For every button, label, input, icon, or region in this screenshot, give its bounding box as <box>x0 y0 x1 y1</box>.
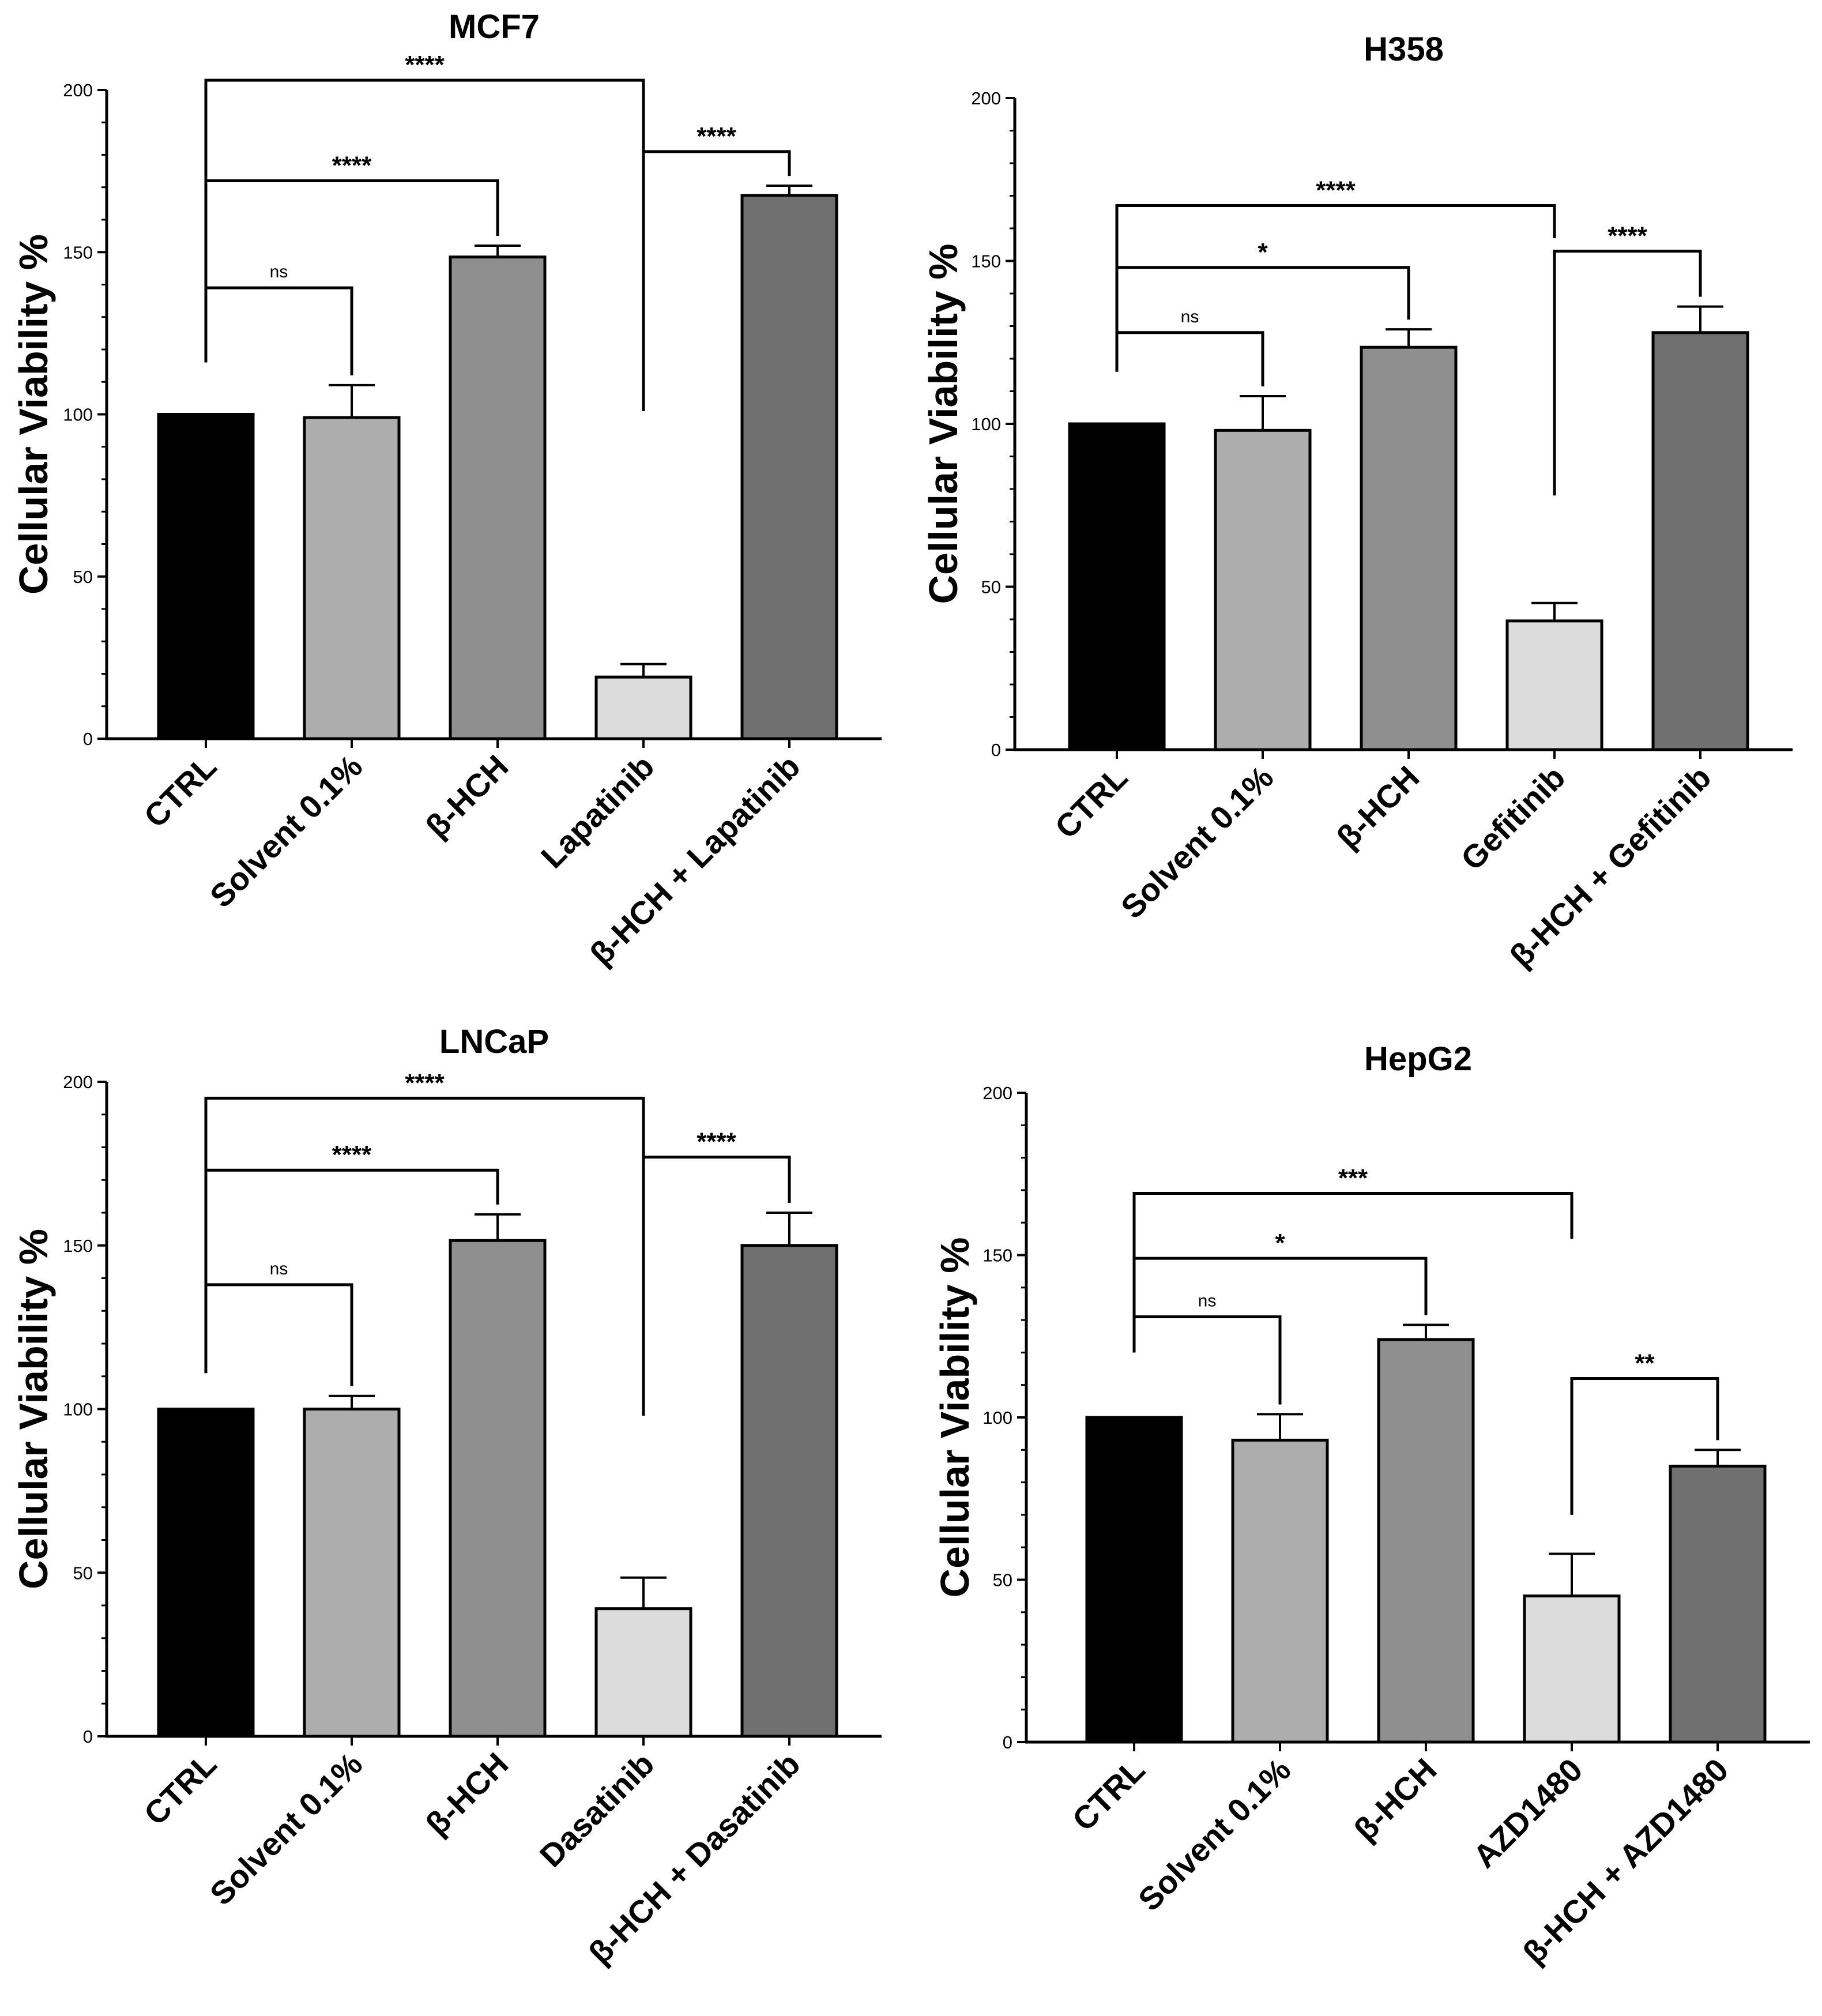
x-tick-label: CTRL <box>137 748 223 834</box>
bar <box>1231 1438 1329 1744</box>
chart-panel-hepg2: HepG2 Cellular Viability % 0 50 100 150 200 CTR… <box>932 1040 1810 1971</box>
significance-label: ns <box>270 1259 288 1278</box>
y-tick-label: 50 <box>73 1563 93 1583</box>
x-tick-label: β-HCH <box>1347 1751 1444 1848</box>
x-tick-label: Solvent 0.1% <box>203 1746 370 1912</box>
bar <box>1214 428 1312 751</box>
bar <box>303 1408 401 1738</box>
y-tick-label: 150 <box>63 1236 93 1256</box>
significance-label: **** <box>332 152 372 180</box>
significance-label: **** <box>405 1069 445 1097</box>
chart-panel-h358: H358 Cellular Viability % 0 50 100 150 200 CTRL… <box>921 31 1793 974</box>
y-tick-label: 200 <box>63 80 93 100</box>
significance-label: **** <box>1608 222 1647 250</box>
chart-title: MCF7 <box>449 8 540 46</box>
bar <box>157 1408 255 1738</box>
bar <box>740 1244 838 1738</box>
x-tick-label: Solvent 0.1% <box>1114 759 1281 926</box>
bar <box>1085 1416 1183 1744</box>
y-axis-label: Cellular Viability % <box>11 1229 56 1589</box>
significance-label: **** <box>697 122 736 151</box>
bar <box>303 416 401 740</box>
x-tick-label: CTRL <box>1065 1751 1151 1838</box>
bar <box>1523 1594 1621 1744</box>
y-tick-label: 200 <box>63 1072 93 1092</box>
y-axis-label: Cellular Viability % <box>11 234 56 595</box>
significance-label: **** <box>697 1128 736 1156</box>
x-tick-label: Gefitinib <box>1454 759 1572 877</box>
x-tick-label: β-HCH <box>1330 759 1426 856</box>
bar <box>1651 331 1749 751</box>
chart-panel-mcf7: MCF7 Cellular Viability % 0 50 100 150 200 CTRL… <box>11 8 882 972</box>
y-tick-label: 0 <box>1003 1732 1012 1752</box>
y-tick-label: 0 <box>83 729 93 749</box>
significance-label: ** <box>1635 1349 1655 1377</box>
x-tick-label: β-HCH <box>419 748 515 845</box>
significance-bracket <box>204 286 353 375</box>
x-tick-label: AZD1480 <box>1466 1751 1589 1875</box>
bar <box>594 675 692 740</box>
significance-bracket <box>204 1283 353 1386</box>
significance-label: * <box>1275 1229 1285 1257</box>
significance-bracket <box>1132 1315 1282 1405</box>
significance-bracket <box>1553 250 1702 496</box>
y-tick-label: 100 <box>63 405 93 425</box>
y-tick-label: 50 <box>981 577 1001 597</box>
bar <box>449 255 547 740</box>
significance-label: * <box>1258 238 1268 266</box>
x-tick-label: β-HCH <box>419 1746 515 1842</box>
x-tick-label: CTRL <box>1048 759 1134 845</box>
significance-bracket <box>642 150 791 411</box>
chart-title: HepG2 <box>1364 1040 1472 1078</box>
significance-bracket <box>1115 331 1264 387</box>
y-tick-label: 150 <box>971 251 1001 272</box>
y-tick-label: 50 <box>73 567 93 587</box>
significance-label: **** <box>1316 176 1356 204</box>
bar <box>1377 1338 1475 1744</box>
bar <box>157 413 255 740</box>
bar <box>1669 1464 1767 1744</box>
y-tick-label: 150 <box>982 1246 1012 1266</box>
bar <box>1068 422 1166 751</box>
significance-bracket <box>1570 1376 1719 1515</box>
x-tick-label: Solvent 0.1% <box>203 748 370 915</box>
x-tick-label: Solvent 0.1% <box>1131 1751 1298 1918</box>
y-axis-label: Cellular Viability % <box>921 243 966 604</box>
bar <box>449 1239 547 1738</box>
y-tick-label: 100 <box>982 1408 1012 1428</box>
significance-label: ns <box>1198 1291 1217 1310</box>
bar <box>1505 619 1603 751</box>
bar <box>1360 345 1458 751</box>
y-tick-label: 200 <box>971 88 1001 108</box>
chart-panel-lncap: LNCaP Cellular Viability % 0 50 100 150 200 CTR… <box>11 1023 882 1971</box>
bar <box>740 194 838 740</box>
significance-label: **** <box>332 1141 372 1169</box>
bar <box>594 1607 692 1738</box>
y-tick-label: 150 <box>63 242 93 262</box>
significance-bracket <box>204 1096 645 1416</box>
significance-label: ns <box>1181 307 1199 326</box>
chart-title: H358 <box>1364 31 1444 68</box>
x-tick-label: Dasatinib <box>533 1746 661 1874</box>
y-axis-label: Cellular Viability % <box>932 1237 977 1597</box>
significance-label: *** <box>1338 1164 1368 1193</box>
significance-bracket <box>642 1156 791 1416</box>
significance-label: **** <box>405 51 445 79</box>
y-tick-label: 200 <box>982 1083 1012 1103</box>
x-tick-label: Lapatinib <box>534 748 661 875</box>
y-tick-label: 100 <box>971 414 1001 434</box>
x-tick-label: CTRL <box>137 1746 223 1832</box>
y-tick-label: 0 <box>991 740 1001 760</box>
y-tick-label: 100 <box>63 1400 93 1420</box>
y-tick-label: 0 <box>83 1727 93 1747</box>
chart-title: LNCaP <box>439 1023 549 1060</box>
significance-bracket <box>1115 204 1556 372</box>
significance-bracket <box>1132 1192 1573 1353</box>
significance-bracket <box>204 78 645 411</box>
significance-label: ns <box>270 262 288 281</box>
y-tick-label: 50 <box>993 1570 1012 1590</box>
